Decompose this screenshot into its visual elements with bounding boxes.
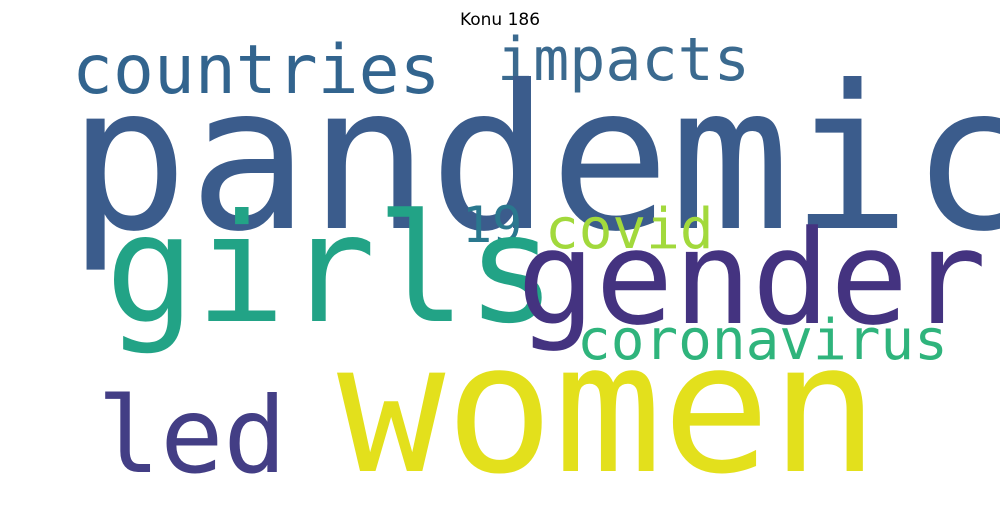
word-women: women	[337, 305, 879, 514]
word-cloud: countries impacts pandemic 19 covid girl…	[68, 25, 1000, 514]
word-gender: gender	[517, 202, 987, 354]
word-impacts: impacts	[497, 25, 750, 95]
word-coronavirus: coronavirus	[577, 308, 948, 373]
word-girls: girls	[105, 183, 557, 357]
word-countries: countries	[72, 31, 441, 110]
word-pandemic: pandemic	[68, 43, 1000, 276]
word-covid: covid	[545, 197, 714, 262]
word-19: 19	[462, 196, 523, 254]
word-led: led	[97, 375, 287, 497]
chart-title: Konu 186	[459, 10, 541, 30]
